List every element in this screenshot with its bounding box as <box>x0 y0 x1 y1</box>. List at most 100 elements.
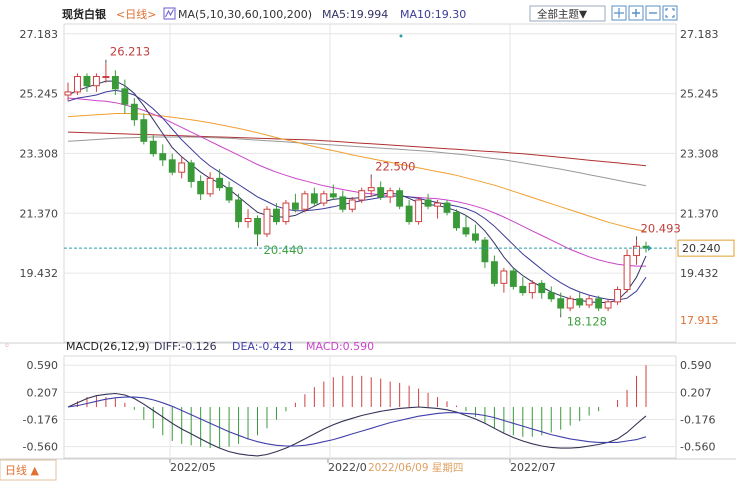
macd-diff-readout: DIFF:-0.126 <box>154 340 217 353</box>
macd-y-tick-left: -0.176 <box>23 413 58 426</box>
candle <box>405 199 413 225</box>
candle <box>159 144 167 167</box>
macd-y-tick-left: 0.590 <box>27 359 59 372</box>
x-tick-label: 2022/05 <box>170 461 216 474</box>
annotation-high: 22.500 <box>375 159 415 173</box>
macd-panel[interactable]: ◦ MACD(26,12,9) DIFF:-0.126 DEA:-0.421 M… <box>0 340 736 459</box>
x-tick-label: 2022/0 <box>328 461 367 474</box>
ma-line-ma60 <box>67 113 647 232</box>
candle <box>187 159 195 188</box>
candle <box>434 199 441 219</box>
annotation-high: 20.493 <box>641 221 681 235</box>
candle <box>301 190 309 213</box>
instrument-name: 现货白银 <box>62 7 107 21</box>
candle <box>367 178 375 197</box>
candle <box>595 295 603 312</box>
price-y-tick-left: 23.308 <box>20 147 59 160</box>
ma-settings-icon[interactable] <box>163 7 176 20</box>
price-y-tick-left: 25.245 <box>20 88 59 101</box>
crosshair-icon[interactable] <box>611 5 627 21</box>
macd-y-axis-right: 0.590 0.207 -0.176 -0.560 <box>680 359 715 453</box>
candle <box>310 187 318 207</box>
macd-lines <box>67 392 647 457</box>
candle <box>121 79 129 114</box>
zoom-in-icon[interactable] <box>628 5 644 21</box>
price-grid <box>64 24 676 342</box>
price-y-tick-right: 23.308 <box>680 147 719 160</box>
price-y-tick-right: 19.432 <box>680 267 719 280</box>
marker-dot <box>399 34 403 38</box>
candle <box>111 70 119 96</box>
candle <box>547 286 555 302</box>
candle <box>377 181 385 200</box>
fullscreen-icon[interactable] <box>662 5 678 21</box>
candle <box>500 267 508 293</box>
current-price-label: 20.240 <box>682 242 721 255</box>
candle <box>443 199 451 216</box>
macd-panel-frame <box>63 355 677 459</box>
candle <box>244 209 252 228</box>
candle <box>235 193 242 228</box>
candle <box>509 267 517 290</box>
price-y-tick-right: 21.370 <box>680 207 719 220</box>
price-panel[interactable]: 27.183 25.245 23.308 21.370 19.432 27.183 25.… <box>20 23 735 343</box>
candle <box>254 215 261 242</box>
candle <box>538 280 546 299</box>
price-panel-frame <box>63 23 677 343</box>
price-y-tick-left: 27.183 <box>20 28 59 41</box>
candle <box>197 175 205 200</box>
candle <box>519 277 527 296</box>
period-tab-label: 日线 ▲ <box>5 463 39 477</box>
current-price-arrow <box>648 245 652 252</box>
price-y-tick-left: 19.432 <box>20 267 59 280</box>
macd-y-tick-right: -0.176 <box>680 413 715 426</box>
annotation-high: 26.213 <box>110 45 150 59</box>
macd-y-tick-left: 0.207 <box>27 386 59 399</box>
candle <box>225 181 233 204</box>
footer-bar: 日线 ▲ 2022/05 2022/0 2022/07 2022/06/09 星期四 <box>0 458 736 481</box>
macd-dea-readout: DEA:-0.421 <box>232 340 294 353</box>
candle <box>358 187 366 204</box>
moving-average-lines <box>67 80 647 303</box>
candle <box>74 73 81 96</box>
candle <box>415 196 423 225</box>
candle <box>273 203 280 225</box>
macd-collapse-icon[interactable]: ◦ <box>4 341 10 352</box>
macd-name: MACD(26,12,9) <box>66 340 150 353</box>
macd-histogram <box>76 365 647 449</box>
theme-selector-button[interactable]: 全部主题▼ <box>529 5 606 22</box>
candlesticks <box>64 63 650 314</box>
candle <box>348 196 356 213</box>
candle <box>462 215 470 238</box>
candle <box>178 156 186 179</box>
candle <box>490 255 498 287</box>
candle <box>585 295 593 309</box>
candle <box>206 172 214 197</box>
candle <box>140 113 148 145</box>
candle <box>528 280 536 299</box>
candle <box>424 193 432 210</box>
candle <box>149 135 157 157</box>
candle <box>320 190 328 207</box>
price-y-axis-right: 27.183 25.245 23.308 21.370 19.432 17.915 <box>680 28 719 327</box>
candle <box>633 240 640 265</box>
macd-y-tick-right: 0.207 <box>680 386 712 399</box>
current-price-marker: 20.240 <box>64 239 735 257</box>
candle <box>557 292 565 314</box>
candle <box>168 153 176 176</box>
price-y-tick-right: 25.245 <box>680 88 719 101</box>
x-axis: 2022/05 2022/0 2022/07 <box>169 459 556 474</box>
ma-params-label: MA(5,10,30,60,100,200) <box>178 8 312 21</box>
candle <box>604 298 612 312</box>
macd-y-tick-right: 0.590 <box>680 359 712 372</box>
macd-value-readout: MACD:0.590 <box>306 340 374 353</box>
price-y-tick-right: 27.183 <box>680 28 719 41</box>
candle <box>329 184 337 200</box>
period-tab[interactable]: 日线 ▲ <box>0 459 57 481</box>
candle <box>576 292 584 309</box>
candle <box>282 199 290 225</box>
period-selector[interactable]: <日线> <box>116 7 156 21</box>
zoom-out-icon[interactable] <box>645 5 661 21</box>
current-price-box <box>677 239 735 257</box>
